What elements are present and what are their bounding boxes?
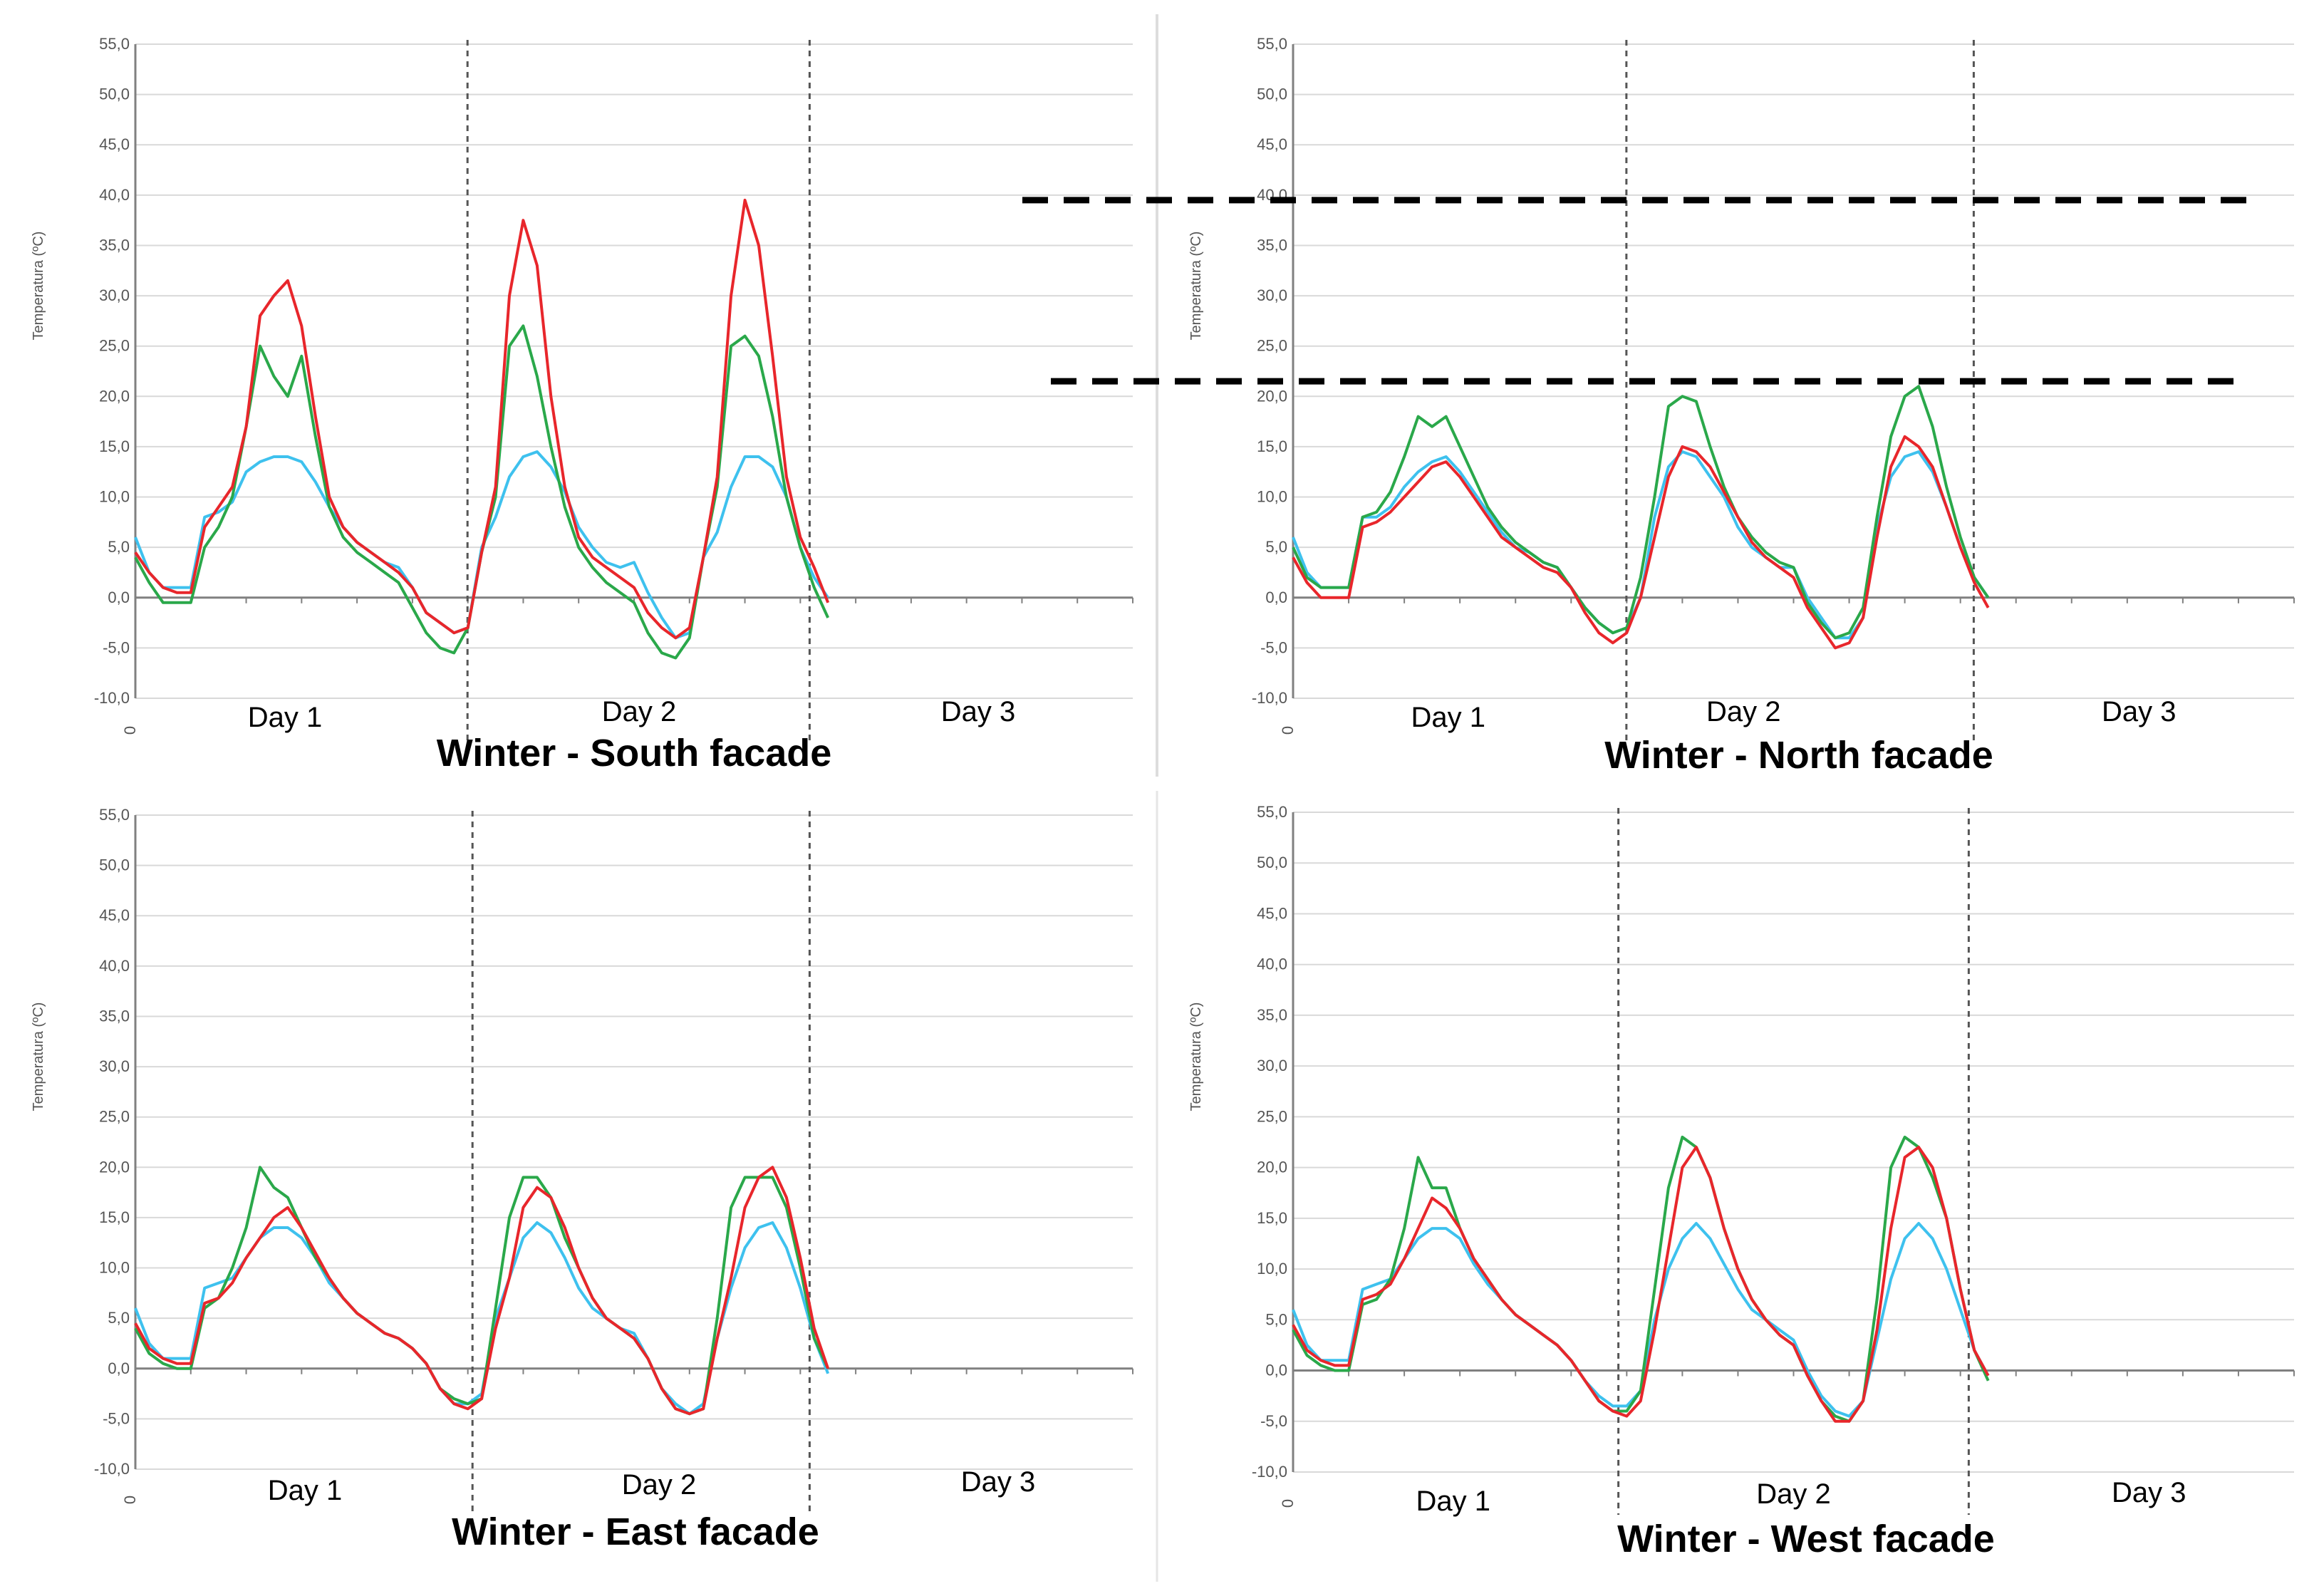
y-tick-label: 45,0	[1257, 904, 1287, 922]
y-tick-label: 25,0	[99, 1108, 130, 1126]
y-tick-label: 20,0	[1257, 387, 1287, 405]
y-tick-label: 15,0	[99, 437, 130, 455]
y-tick-label: 0,0	[1265, 1362, 1287, 1379]
day-label: Day 3	[2112, 1477, 2186, 1508]
y-tick-label: 20,0	[99, 1158, 130, 1176]
y-tick-label: 55,0	[1257, 35, 1287, 53]
y-tick-label: 45,0	[1257, 135, 1287, 153]
y-tick-label: 25,0	[1257, 337, 1287, 355]
y-tick-label: 15,0	[99, 1208, 130, 1226]
y-tick-label: 30,0	[1257, 286, 1287, 304]
y-axis-label: Temperatura (ºC)	[31, 232, 46, 341]
y-tick-label: 25,0	[1257, 1107, 1287, 1125]
day-label: Day 1	[268, 1475, 343, 1506]
y-tick-label: 35,0	[1257, 236, 1287, 254]
y-tick-label: 30,0	[99, 286, 130, 304]
y-tick-label: 50,0	[99, 856, 130, 874]
series-line-green	[1292, 1135, 1990, 1423]
y-tick-label: 55,0	[99, 35, 130, 53]
day-label: Day 3	[941, 696, 1016, 727]
y-tick-label: 45,0	[99, 135, 130, 153]
y-tick-label: 5,0	[1265, 1310, 1287, 1328]
day-label: Day 2	[1706, 696, 1781, 727]
series-line-red	[1292, 435, 1990, 650]
y-tick-label: -5,0	[1260, 1412, 1287, 1430]
y-tick-label: 15,0	[1257, 437, 1287, 455]
y-tick-label: 35,0	[99, 236, 130, 254]
y-tick-label: 50,0	[1257, 86, 1287, 103]
series-line-green	[134, 1166, 830, 1416]
y-tick-label: 10,0	[99, 1259, 130, 1277]
y-tick-label: 30,0	[99, 1057, 130, 1075]
y-tick-label: 35,0	[99, 1007, 130, 1025]
chart-title: Winter - North facade	[1604, 734, 1993, 777]
day-label: Day 1	[1411, 702, 1486, 733]
series-line-red	[1292, 1146, 1990, 1423]
y-tick-label: 5,0	[108, 1309, 130, 1327]
y-axis-label: Temperatura (ºC)	[1188, 1002, 1204, 1112]
y-tick-label: 45,0	[99, 906, 130, 924]
y-tick-label: 15,0	[1257, 1209, 1287, 1227]
y-tick-label: 50,0	[1257, 854, 1287, 871]
y-tick-label: 50,0	[99, 86, 130, 103]
day-label: Day 2	[1756, 1478, 1831, 1510]
y-tick-label: 30,0	[1257, 1057, 1287, 1074]
y-tick-label: 40,0	[99, 186, 130, 204]
y-tick-label: -10,0	[1252, 1463, 1287, 1481]
chart-panel-west: 55,0 50,0 45,0 40,0 35,0 30,0 25,0 20,0 15,0 10,0…	[1188, 803, 2295, 1560]
y-tick-label: 35,0	[1257, 1006, 1287, 1024]
y-axis-label: Temperatura (ºC)	[31, 1002, 46, 1112]
chart-title: Winter - South facade	[437, 732, 832, 774]
y-tick-label: 10,0	[1257, 488, 1287, 506]
y-tick-label: -5,0	[103, 638, 130, 656]
y-tick-label: 0,0	[1265, 589, 1287, 606]
y-axis-label: Temperatura (ºC)	[1188, 232, 1204, 341]
y-tick-label: 40,0	[99, 957, 130, 975]
series-line-red	[134, 1166, 830, 1416]
y-tick-label: 20,0	[1257, 1159, 1287, 1176]
y-tick-label: 10,0	[99, 488, 130, 506]
y-tick-label: 55,0	[99, 806, 130, 824]
y-tick-label: 5,0	[108, 538, 130, 556]
chart-panel-south: 55,0 50,0 45,0 40,0 35,0 30,0 25,0 20,0 15,0 10,0…	[31, 35, 1133, 774]
chart-panel-north: 55,050,045,040,035,030,025,020,015,010,0…	[1188, 35, 2295, 777]
x-tick-label: 0	[1279, 726, 1297, 735]
day-label: Day 2	[622, 1469, 697, 1501]
y-tick-label: 20,0	[99, 387, 130, 405]
y-tick-label: -5,0	[1260, 638, 1287, 656]
day-label: Day 1	[248, 702, 323, 733]
y-tick-label: 55,0	[1257, 803, 1287, 821]
x-tick-label: 0	[121, 1496, 139, 1504]
y-tick-label: 25,0	[99, 337, 130, 355]
y-tick-label: -10,0	[94, 1460, 130, 1478]
day-label: Day 3	[961, 1466, 1036, 1498]
y-tick-label: 0,0	[108, 589, 130, 606]
x-tick-label: 0	[1279, 1499, 1297, 1508]
y-tick-label: 10,0	[1257, 1260, 1287, 1278]
y-tick-label: -10,0	[94, 689, 130, 707]
y-tick-label: 0,0	[108, 1359, 130, 1377]
y-tick-label: 5,0	[1265, 538, 1287, 556]
chart-title: Winter - West facade	[1617, 1518, 1995, 1560]
chart-title: Winter - East facade	[452, 1510, 819, 1553]
series-line-blue	[134, 450, 829, 640]
chart-panel-east: 55,0 50,0 45,0 40,0 35,0 30,0 25,0 20,0 15,0 10,0…	[31, 806, 1133, 1553]
day-label: Day 1	[1416, 1486, 1491, 1517]
y-tick-label: 40,0	[1257, 955, 1287, 973]
day-label: Day 3	[2102, 696, 2176, 727]
day-label: Day 2	[602, 696, 677, 727]
y-tick-label: -10,0	[1252, 689, 1287, 707]
series-line-green	[1292, 385, 1990, 640]
x-tick-label: 0	[121, 726, 139, 735]
y-tick-label: -5,0	[103, 1409, 130, 1427]
series-line-red	[134, 198, 830, 640]
